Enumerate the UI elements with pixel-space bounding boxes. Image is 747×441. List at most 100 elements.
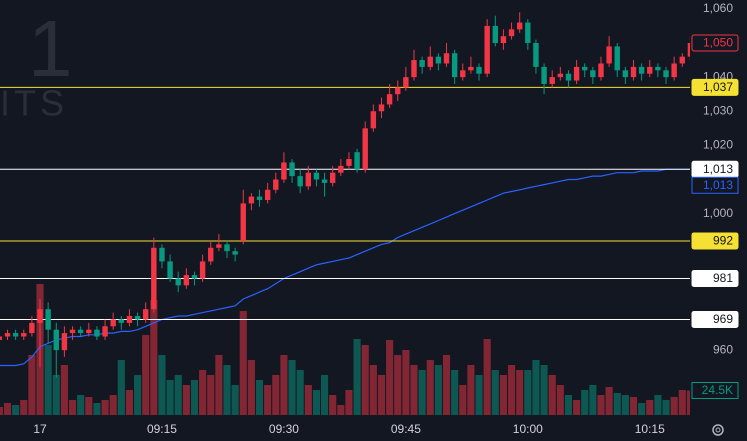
- x-tick-label: 17: [33, 422, 47, 436]
- volume-bar: [68, 400, 77, 415]
- volume-bar: [564, 395, 573, 415]
- volume-bar: [272, 375, 280, 415]
- volume-bar: [255, 380, 264, 415]
- candle-body: [525, 22, 531, 44]
- candle-body: [77, 329, 84, 334]
- volume-bar: [646, 400, 654, 415]
- volume-bar: [223, 365, 231, 415]
- candle-body: [427, 56, 433, 67]
- x-tick-label: 10:00: [513, 422, 543, 436]
- candle-body: [321, 179, 328, 183]
- volume-bar: [605, 387, 613, 415]
- candle-body: [582, 66, 588, 71]
- volume-bar: [28, 355, 36, 415]
- candle-body: [598, 63, 604, 78]
- y-tick-label: 1,020: [703, 138, 733, 152]
- candle-body: [638, 66, 645, 74]
- candle-body: [313, 172, 320, 180]
- volume-bar: [613, 393, 621, 415]
- candle-body: [386, 94, 393, 105]
- volume-bar: [247, 360, 255, 415]
- candle-body: [86, 329, 92, 334]
- volume-bar: [60, 365, 68, 415]
- volume-bar: [589, 385, 597, 415]
- volume-bar: [686, 390, 690, 415]
- volume-bar: [199, 370, 207, 415]
- volume-bar: [280, 355, 288, 415]
- volume-bar: [459, 385, 467, 415]
- candle-body: [443, 53, 450, 64]
- candle-body: [329, 172, 336, 183]
- candle-body: [69, 329, 76, 334]
- volume-bar: [109, 395, 117, 415]
- y-tick-label: 1,060: [703, 1, 733, 15]
- last-price-label-box: [691, 34, 739, 52]
- volume-bar: [451, 370, 459, 415]
- settings-icon[interactable]: [712, 424, 724, 436]
- volume-bar: [434, 365, 442, 415]
- volume-bar: [426, 360, 434, 415]
- volume-bar: [548, 375, 556, 415]
- volume-bar: [394, 355, 402, 415]
- candle-body: [297, 176, 303, 187]
- candle-body: [346, 159, 352, 166]
- y-tick-label: 1,030: [703, 103, 733, 117]
- candle-body: [248, 196, 255, 204]
- candle-body: [395, 87, 401, 95]
- x-tick-label: 09:45: [391, 422, 421, 436]
- volume-bar: [337, 405, 345, 415]
- volume-bar: [3, 403, 12, 415]
- candle-body: [102, 326, 108, 337]
- candle-body: [541, 66, 547, 84]
- volume-bar: [288, 360, 296, 415]
- candle-body: [565, 73, 572, 81]
- candle-body: [370, 111, 377, 129]
- candle-body: [354, 152, 360, 170]
- candle-body: [175, 278, 181, 286]
- volume-bar: [556, 385, 564, 415]
- candle-body: [151, 247, 157, 310]
- volume-bar: [442, 355, 451, 415]
- candle-body: [0, 336, 3, 340]
- volume-bar: [621, 395, 629, 415]
- plot-area: [0, 12, 690, 415]
- candle-body: [362, 128, 368, 170]
- watermark: ITS: [0, 83, 68, 124]
- price-line-label-box: [691, 78, 739, 96]
- volume-bar: [524, 370, 532, 415]
- candle-body: [655, 66, 661, 71]
- volume-bar: [0, 407, 3, 415]
- watermark: 1: [28, 4, 73, 93]
- volume-bar: [629, 397, 638, 415]
- volume-bar: [361, 345, 369, 415]
- volume-bar: [507, 365, 516, 415]
- candle-body: [573, 66, 580, 81]
- volume-bar: [516, 370, 524, 415]
- candle-body: [94, 329, 100, 337]
- candle-body: [264, 189, 271, 200]
- volume-label: 24.5K: [702, 383, 733, 397]
- volume-bar: [369, 365, 377, 415]
- candle-body: [208, 247, 214, 262]
- volume-bar: [377, 375, 386, 415]
- volume-bar: [174, 375, 182, 415]
- volume-bar: [77, 395, 85, 415]
- candle-body: [622, 70, 629, 78]
- candle-body: [134, 316, 141, 320]
- volume-bar: [475, 375, 483, 415]
- volume-bar: [345, 390, 353, 415]
- candle-body: [435, 56, 442, 64]
- candle-body: [240, 203, 246, 241]
- candle-body: [53, 329, 59, 351]
- volume-bar: [654, 395, 662, 415]
- candle-body: [630, 66, 637, 78]
- candle-body: [256, 196, 263, 200]
- candle-body: [606, 46, 612, 64]
- candle-body: [199, 261, 206, 279]
- candle-body: [549, 77, 555, 84]
- y-tick-label: 960: [713, 342, 733, 356]
- candle-body: [191, 275, 198, 279]
- candle-body: [37, 309, 43, 323]
- ma-label: 1,013: [703, 178, 733, 192]
